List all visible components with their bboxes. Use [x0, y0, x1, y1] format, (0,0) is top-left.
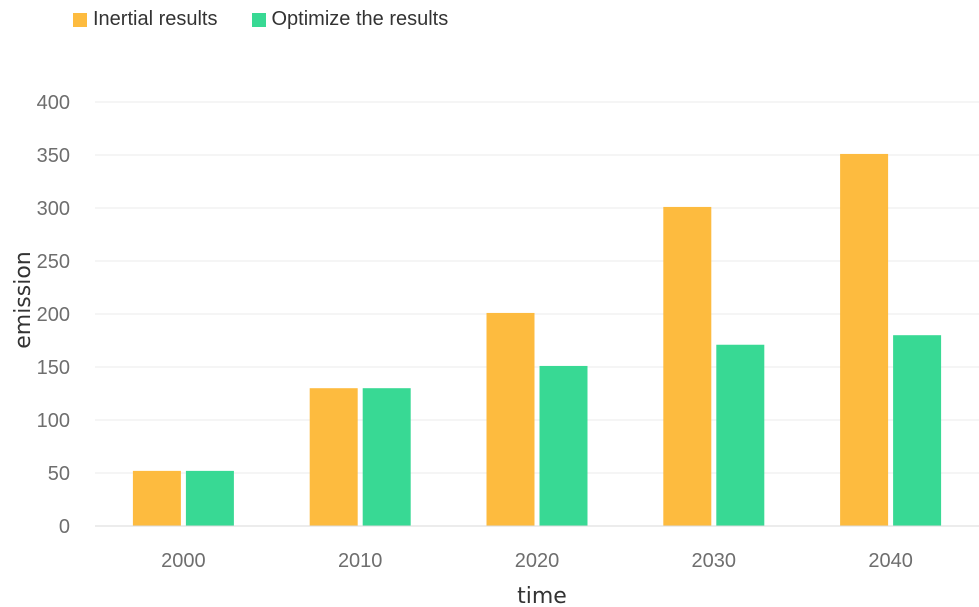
bar-optimize-2020[interactable] — [539, 365, 588, 526]
y-tick-label: 250 — [37, 251, 70, 273]
x-axis-title: time — [517, 584, 567, 607]
legend-swatch-optimize — [251, 12, 266, 27]
y-axis-title: emission — [11, 251, 36, 349]
x-axis-tick-labels: 2000 2010 2020 2030 2040 — [161, 550, 913, 572]
bar-inertial-2030[interactable] — [663, 206, 712, 526]
bar-inertial-2010[interactable] — [309, 388, 358, 526]
legend-swatch-inertial — [73, 12, 87, 27]
bar-inertial-2040[interactable] — [840, 153, 889, 526]
grid-lines — [95, 101, 979, 474]
x-tick-label: 2040 — [868, 550, 913, 572]
x-tick-label: 2010 — [338, 550, 383, 572]
bar-optimize-2010[interactable] — [362, 388, 411, 526]
x-tick-label: 2030 — [692, 550, 737, 572]
x-tick-label: 2020 — [515, 550, 560, 572]
bars — [132, 153, 942, 526]
y-tick-label: 400 — [37, 92, 70, 114]
chart-legend: Inertial results Optimize the results — [73, 8, 482, 31]
legend-item-inertial[interactable]: Inertial results — [73, 8, 218, 31]
y-tick-label: 0 — [59, 516, 70, 538]
bar-optimize-2040[interactable] — [893, 335, 942, 526]
y-tick-label: 100 — [37, 410, 70, 432]
legend-label-optimize: Optimize the results — [271, 8, 449, 30]
x-tick-label: 2000 — [161, 550, 206, 572]
bar-inertial-2020[interactable] — [486, 312, 535, 526]
y-tick-label: 150 — [37, 357, 70, 379]
y-tick-label: 200 — [37, 304, 70, 326]
bar-optimize-2030[interactable] — [716, 344, 765, 526]
y-tick-label: 350 — [37, 145, 70, 167]
y-tick-label: 50 — [48, 463, 70, 485]
bar-inertial-2000[interactable] — [132, 470, 181, 526]
bar-optimize-2000[interactable] — [185, 470, 234, 526]
y-tick-label: 300 — [37, 198, 70, 220]
legend-label-inertial: Inertial results — [93, 8, 218, 30]
legend-item-optimize[interactable]: Optimize the results — [251, 8, 449, 31]
y-axis-tick-labels: 0 50 100 150 200 250 300 350 400 — [37, 92, 70, 538]
